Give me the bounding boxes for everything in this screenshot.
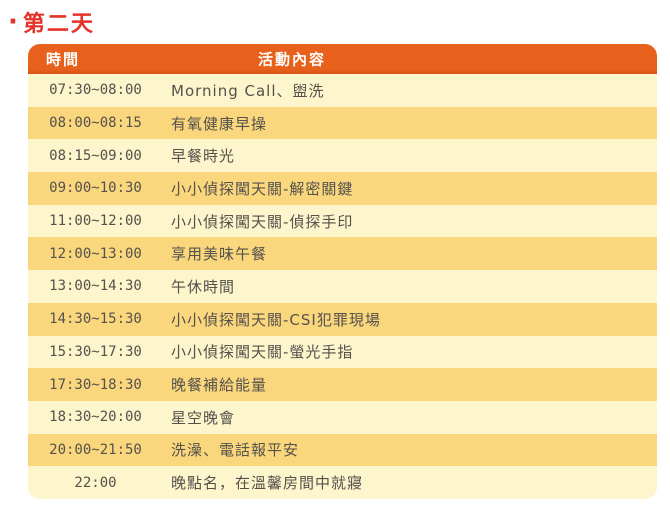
activity-cell: 小小偵探闖天關-螢光手指	[171, 343, 354, 362]
table-header-row: 時間 活動內容	[28, 44, 657, 74]
table-row: 09:00~10:30 小小偵探闖天關-解密關鍵	[28, 172, 657, 205]
time-cell: 08:00~08:15	[49, 115, 142, 132]
header-time: 時間	[46, 50, 81, 69]
activity-cell: 享用美味午餐	[171, 245, 268, 264]
title-text: 第二天	[22, 12, 95, 37]
activity-cell: 午休時間	[171, 277, 236, 296]
activity-cell: 晚點名，在溫馨房間中就寢	[171, 474, 364, 493]
activity-cell: 洗澡、電話報平安	[171, 441, 300, 460]
time-cell: 09:00~10:30	[49, 180, 142, 197]
table-row: 11:00~12:00 小小偵探闖天關-偵探手印	[28, 204, 657, 238]
schedule-table: 時間 活動內容 07:30~08:00 Morning Call、盥洗 08:0…	[28, 44, 657, 499]
time-cell: 20:00~21:50	[49, 441, 142, 458]
table-row: 08:00~08:15 有氧健康早操	[28, 106, 657, 140]
page-title: · 第二天	[8, 6, 95, 38]
table-row: 13:00~14:30 午休時間	[28, 270, 657, 303]
time-cell: 07:30~08:00	[49, 82, 142, 99]
activity-cell: Morning Call、盥洗	[171, 81, 325, 100]
time-cell: 13:00~14:30	[49, 278, 142, 295]
time-cell: 18:30~20:00	[49, 409, 142, 426]
time-cell: 22:00	[74, 474, 117, 491]
activity-cell: 晚餐補給能量	[171, 376, 268, 395]
table-row: 07:30~08:00 Morning Call、盥洗	[28, 74, 657, 107]
time-cell: 08:15~09:00	[49, 147, 142, 164]
table-row: 20:00~21:50 洗澡、電話報平安	[28, 433, 657, 467]
table-row: 14:30~15:30 小小偵探闖天關-CSI犯罪現場	[28, 302, 657, 336]
activity-cell: 有氧健康早操	[171, 114, 268, 133]
activity-cell: 小小偵探闖天關-CSI犯罪現場	[171, 310, 381, 329]
table-row: 15:30~17:30 小小偵探闖天關-螢光手指	[28, 335, 657, 369]
header-activity: 活動內容	[258, 50, 327, 69]
activity-cell: 早餐時光	[171, 147, 236, 166]
activity-cell: 星空晚會	[171, 408, 236, 427]
time-cell: 12:00~13:00	[49, 245, 142, 262]
time-cell: 11:00~12:00	[49, 213, 142, 230]
table-row: 08:15~09:00 早餐時光	[28, 139, 657, 173]
table-row: 12:00~13:00 享用美味午餐	[28, 237, 657, 271]
table-row: 18:30~20:00 星空晚會	[28, 400, 657, 434]
table-row: 17:30~18:30 晚餐補給能量	[28, 368, 657, 401]
time-cell: 15:30~17:30	[49, 343, 142, 360]
activity-cell: 小小偵探闖天關-偵探手印	[171, 212, 354, 231]
table-row: 22:00 晚點名，在溫馨房間中就寢	[28, 466, 657, 499]
time-cell: 17:30~18:30	[49, 376, 142, 393]
time-cell: 14:30~15:30	[49, 311, 142, 328]
activity-cell: 小小偵探闖天關-解密關鍵	[171, 179, 354, 198]
title-bullet: ·	[8, 7, 18, 37]
